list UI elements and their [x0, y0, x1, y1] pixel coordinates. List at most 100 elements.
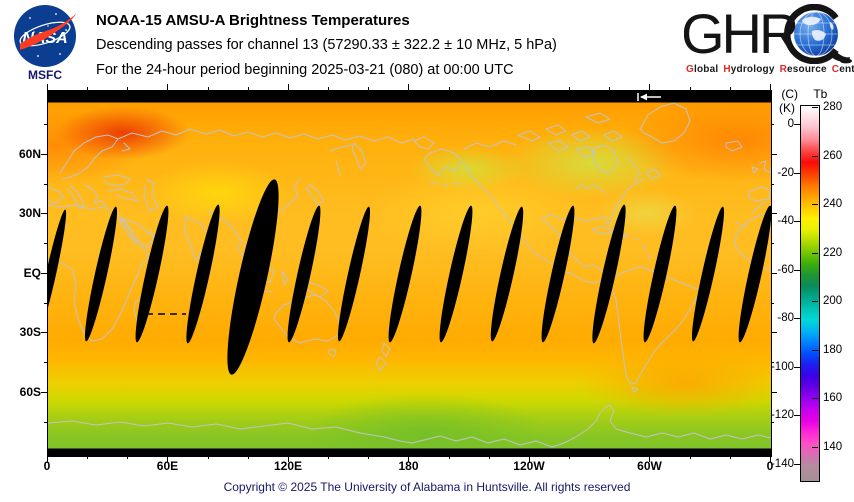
brightness-temperature-map [47, 90, 772, 457]
data-gap-gore-0 [48, 209, 67, 339]
coastline-hudson-bay [591, 144, 619, 174]
kelvin-tick [812, 398, 818, 400]
colorbar-unit-k: (K) [779, 101, 795, 115]
lat-tick-left [41, 213, 47, 215]
lon-minortick-top [207, 87, 209, 90]
lon-tick-top [287, 84, 289, 90]
msfc-label: MSFC [28, 68, 62, 82]
coastline-greenland-iceland [639, 102, 743, 152]
data-gap-gore-8 [439, 205, 473, 343]
lat-tick-right [771, 153, 777, 155]
lon-minortick-top [87, 87, 89, 90]
globe-continents [802, 16, 834, 41]
lon-minortick-bottom [247, 456, 249, 459]
lon-tick-bottom [408, 456, 410, 462]
colorbar-header: (C) Tb (K) [774, 87, 854, 115]
swath-start-arrow-icon [637, 93, 661, 101]
coastline-caribbean [591, 226, 651, 261]
north-polar-nodata-bar [48, 91, 771, 103]
lat-tick-right [771, 272, 777, 274]
nasa-orbit [19, 21, 71, 47]
kelvin-label-200: 200 [823, 295, 843, 308]
lon-tick-top [47, 84, 48, 90]
data-gap-gore-10 [541, 205, 575, 343]
celsius-label--40: -40 [777, 215, 794, 228]
data-gap-gore-12 [643, 205, 677, 343]
coastline-north-america-west [463, 162, 605, 286]
kelvin-label-260: 260 [823, 149, 843, 162]
lon-tick-bottom [287, 456, 289, 462]
data-gap-gores [48, 179, 771, 375]
lat-minortick-right [771, 302, 774, 304]
ghrc-tagline-word: Global [686, 64, 719, 75]
kelvin-label-160: 160 [823, 392, 843, 405]
coastline-europe [48, 174, 139, 210]
lon-tick-bottom [649, 456, 651, 462]
lat-tick-right [771, 332, 777, 334]
lon-minortick-top [729, 87, 731, 90]
kelvin-label-220: 220 [823, 246, 843, 259]
lat-minortick-left [44, 421, 47, 423]
lon-minortick-top [368, 87, 370, 90]
lat-minortick-right [771, 183, 774, 185]
lon-minortick-bottom [448, 456, 450, 459]
coastline-arctic-russia [117, 128, 415, 144]
lat-label-30N: 30N [18, 206, 41, 221]
lat-tick-left [41, 153, 47, 155]
lon-minortick-top [328, 87, 330, 90]
colorbar [800, 105, 820, 482]
lat-label-30S: 30S [19, 325, 41, 340]
nasa-swoosh-icon [20, 14, 76, 50]
celsius-tick [794, 366, 800, 368]
lon-minortick-top [448, 87, 450, 90]
lon-label-60W: 60W [637, 459, 662, 473]
celsius-label--20: -20 [777, 166, 794, 179]
page-title: NOAA-15 AMSU-A Brightness Temperatures [96, 12, 410, 29]
coastline-canadian-arctic [463, 112, 623, 158]
coastline-south-america [603, 266, 701, 393]
lon-tick-bottom [47, 456, 48, 462]
lon-tick-bottom [769, 456, 771, 462]
celsius-label--140: -140 [770, 457, 794, 470]
lat-tick-right [771, 213, 777, 215]
lon-minortick-bottom [569, 456, 571, 459]
lon-tick-bottom [528, 456, 530, 462]
lon-minortick-top [569, 87, 571, 90]
data-gap-gore-13 [691, 206, 725, 342]
lon-minortick-bottom [368, 456, 370, 459]
coastline-north-america-east [541, 178, 645, 286]
lat-minortick-right [771, 421, 774, 423]
kelvin-label-140: 140 [823, 440, 843, 453]
coastline-africa [48, 204, 151, 342]
celsius-label--60: -60 [777, 263, 794, 276]
coastline-caspian [143, 178, 159, 212]
ghrc-letters: GHR [684, 4, 797, 64]
ghrc-tagline-word: Center [831, 64, 854, 75]
lon-tick-bottom [167, 456, 169, 462]
lon-minortick-top [488, 87, 490, 90]
coastline-great-lakes [575, 184, 607, 194]
lat-minortick-left [44, 243, 47, 245]
nasa-stars [23, 13, 67, 57]
lon-minortick-bottom [689, 456, 691, 459]
kelvin-tick [812, 204, 818, 206]
celsius-tick [794, 415, 800, 417]
copyright-line: Copyright © 2025 The University of Alaba… [223, 480, 631, 494]
colorbar-quantity: Tb [813, 87, 828, 101]
celsius-label--100: -100 [770, 360, 794, 373]
lon-minortick-top [689, 87, 691, 90]
lat-minortick-right [771, 243, 774, 245]
lon-minortick-top [127, 87, 129, 90]
globe-base-icon [840, 58, 852, 64]
ghrc-tagline-word: Hydrology [723, 64, 775, 75]
lon-minortick-top [247, 87, 249, 90]
data-gap-gore-9 [490, 206, 524, 342]
coastline-japan-kamchatka [305, 142, 367, 206]
lat-tick-right [771, 391, 777, 393]
lon-label-0: 0 [766, 459, 774, 473]
lon-label-180: 180 [398, 459, 419, 473]
channel-subtitle: Descending passes for channel 13 (57290.… [96, 37, 557, 53]
lon-minortick-top [609, 87, 611, 90]
nasa-logo: NASA [14, 5, 76, 67]
